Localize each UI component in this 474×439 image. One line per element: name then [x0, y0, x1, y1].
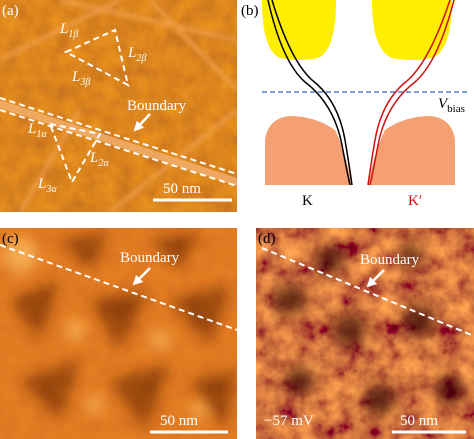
- length-label: L1α: [27, 121, 47, 140]
- bias-label: Vbias: [438, 96, 465, 115]
- length-label: L3α: [37, 176, 57, 195]
- stm-image-c: [0, 228, 237, 439]
- label-main: L: [127, 45, 136, 61]
- boundary-arrow: [132, 267, 151, 286]
- boundary-label: Boundary: [127, 98, 187, 114]
- label-main: V: [438, 96, 449, 112]
- label-main: L: [59, 21, 68, 37]
- length-label: L2α: [89, 150, 109, 169]
- boundary-line: [0, 244, 238, 331]
- length-label: L3β: [71, 69, 90, 88]
- label-main: L: [71, 69, 80, 85]
- length-label: L2β: [127, 45, 146, 64]
- boundary-label: Boundary: [120, 250, 180, 266]
- label-sub: 3α: [45, 184, 57, 195]
- label-main: L: [27, 121, 36, 137]
- valley-label: K′: [408, 193, 422, 209]
- stm-image-d: [256, 228, 474, 439]
- band-diagram: [262, 0, 470, 186]
- valley-label: K: [302, 193, 313, 209]
- label-sub: 2β: [136, 53, 146, 64]
- label-sub: 3β: [79, 77, 90, 88]
- scale-bar-label: 50 nm: [400, 413, 438, 429]
- label-sub: bias: [447, 103, 465, 115]
- scale-bar-label: 50 nm: [163, 181, 201, 197]
- boundary-line: [261, 247, 474, 337]
- panel-label: (d): [258, 231, 276, 247]
- boundary-label: Boundary: [360, 252, 420, 268]
- label-sub: 1β: [68, 29, 78, 40]
- panel-label: (c): [2, 231, 19, 247]
- label-main: L: [89, 150, 98, 166]
- scale-bar-label: 50 nm: [160, 413, 198, 429]
- label-sub: 2α: [98, 158, 109, 169]
- panel-label: (b): [241, 3, 259, 19]
- stm-image-a: [0, 0, 237, 212]
- bias-value-label: −57 mV: [264, 413, 314, 429]
- label-main: L: [37, 176, 46, 192]
- length-label: L1β: [59, 21, 78, 40]
- boundary-arrow: [366, 269, 385, 288]
- annotation-shapes-a: [0, 28, 238, 202]
- panel-label: (a): [2, 3, 19, 19]
- label-sub: 1α: [36, 129, 47, 140]
